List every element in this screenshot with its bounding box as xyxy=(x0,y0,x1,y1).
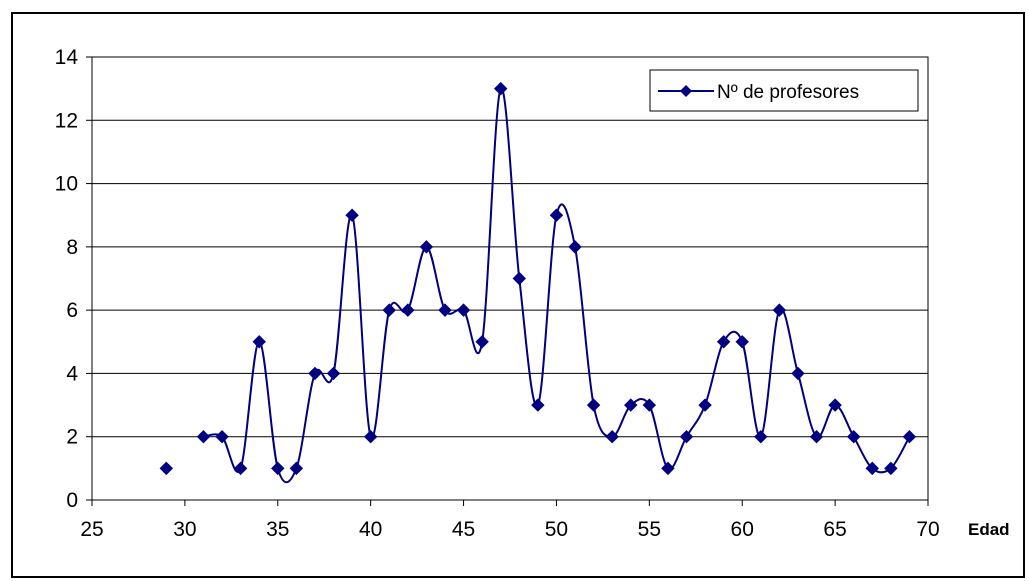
legend-label: Nº de profesores xyxy=(717,82,859,103)
data-point-marker xyxy=(605,430,619,444)
y-axis: 0 2 4 6 8 10 12 14 xyxy=(55,46,92,512)
data-point-marker xyxy=(549,208,564,222)
data-point-marker xyxy=(252,335,266,349)
x-tick-label: 25 xyxy=(80,518,103,541)
data-point-marker xyxy=(215,430,229,444)
series-line xyxy=(203,87,911,484)
y-tick-label: 4 xyxy=(66,362,78,385)
data-point-marker xyxy=(791,366,805,381)
x-axis-label: Edad xyxy=(968,520,1010,539)
data-point-marker xyxy=(586,398,601,412)
data-point-marker xyxy=(363,430,378,444)
data-point-marker xyxy=(196,430,211,444)
y-tick-label: 0 xyxy=(66,489,78,512)
y-tick-label: 12 xyxy=(55,109,78,132)
data-point-marker xyxy=(456,303,471,317)
data-point-marker xyxy=(345,208,359,222)
gridlines xyxy=(92,56,928,438)
data-point-marker xyxy=(494,81,508,96)
x-axis: 25 30 35 40 45 50 55 60 65 70 xyxy=(80,500,940,541)
data-point-marker xyxy=(531,398,545,412)
x-tick-label: 35 xyxy=(266,518,289,541)
data-point-marker xyxy=(698,398,712,412)
x-tick-label: 70 xyxy=(916,518,939,541)
data-point-marker xyxy=(568,240,582,254)
data-point-marker xyxy=(512,271,526,286)
chart-frame xyxy=(11,12,1025,578)
data-point-marker xyxy=(419,240,434,254)
x-tick-label: 50 xyxy=(545,518,568,541)
y-tick-label: 6 xyxy=(66,299,78,322)
data-point-marker xyxy=(846,430,861,444)
x-tick-label: 45 xyxy=(452,518,475,541)
x-tick-label: 30 xyxy=(173,518,196,541)
data-point-marker xyxy=(754,430,768,444)
x-tick-label: 60 xyxy=(731,518,754,541)
x-tick-label: 55 xyxy=(638,518,661,541)
data-point-marker xyxy=(735,335,749,349)
plot-area xyxy=(91,56,929,501)
x-tick-label: 40 xyxy=(359,518,382,541)
data-point-marker xyxy=(289,461,304,476)
data-point-marker xyxy=(661,461,675,476)
data-point-marker xyxy=(233,461,248,476)
data-point-marker xyxy=(902,430,917,444)
data-point-marker xyxy=(475,335,489,349)
data-point-marker xyxy=(382,303,396,317)
data-point-marker xyxy=(865,461,879,476)
data-point-marker xyxy=(624,398,638,412)
y-tick-label: 8 xyxy=(66,236,78,259)
y-tick-label: 10 xyxy=(55,173,78,196)
data-point-marker xyxy=(326,366,341,381)
legend: Nº de profesores xyxy=(649,69,919,112)
data-point-marker xyxy=(772,303,787,317)
data-point-marker xyxy=(271,461,285,476)
data-point-marker xyxy=(642,398,657,412)
data-point-marker xyxy=(438,303,452,317)
data-point-marker xyxy=(716,335,731,349)
series-layer xyxy=(159,81,917,484)
data-point-marker xyxy=(159,461,174,476)
data-point-marker xyxy=(308,366,322,381)
data-point-marker xyxy=(884,461,898,476)
x-tick-label: 65 xyxy=(823,518,846,541)
legend-marker-icon xyxy=(680,85,692,97)
data-point-marker xyxy=(679,430,694,444)
data-point-marker xyxy=(828,398,842,412)
data-point-marker xyxy=(809,430,824,444)
y-tick-label: 14 xyxy=(55,46,79,69)
y-tick-label: 2 xyxy=(66,426,78,449)
data-point-marker xyxy=(401,303,415,317)
